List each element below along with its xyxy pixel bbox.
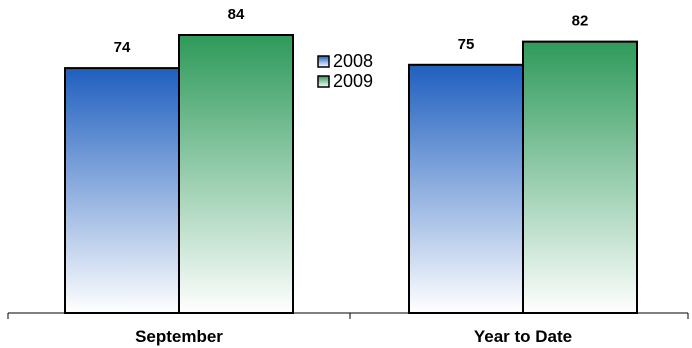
data-label: 82 <box>572 13 589 30</box>
category-label: September <box>135 327 223 346</box>
bar-2008-september <box>64 67 180 314</box>
bar-2008-year-to-date <box>408 63 524 314</box>
data-label: 75 <box>458 36 475 53</box>
data-label: 84 <box>228 6 245 23</box>
legend-swatch-2009 <box>317 75 330 88</box>
category-label: Year to Date <box>474 327 572 346</box>
legend-swatch-2008 <box>317 55 330 68</box>
legend-label-2009: 2009 <box>333 71 373 91</box>
data-label: 74 <box>114 39 131 56</box>
legend-label-2008: 2008 <box>333 51 373 71</box>
bar-2009-year-to-date <box>522 40 638 314</box>
bar-2009-september <box>178 34 294 314</box>
